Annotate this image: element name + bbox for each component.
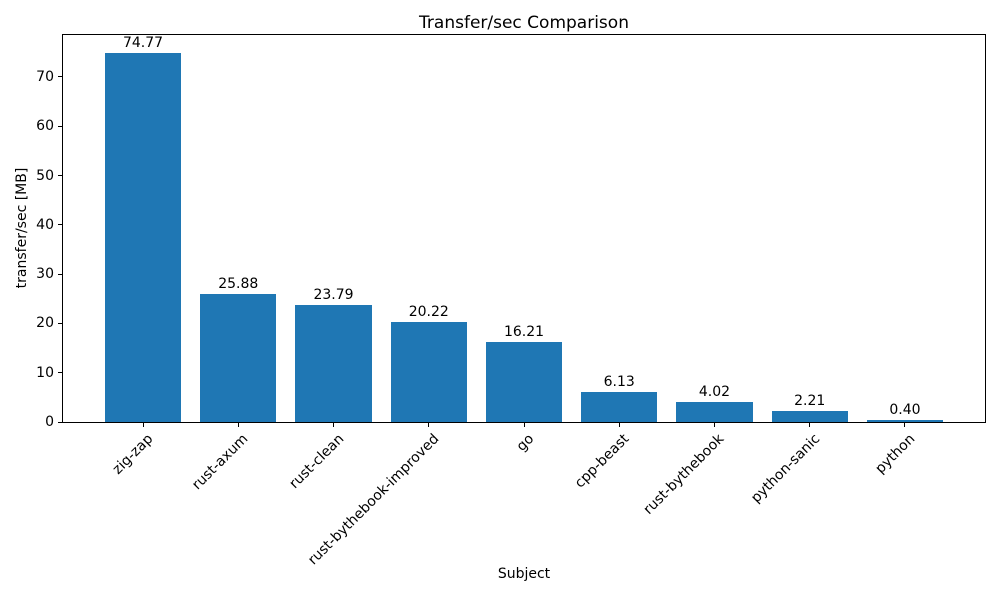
bar: [200, 294, 277, 422]
y-tick-mark: [58, 273, 62, 275]
bar-value-label: 20.22: [408, 304, 449, 321]
plot-area: [62, 34, 986, 423]
bar: [104, 53, 182, 422]
bar-value-label: 0.40: [889, 402, 921, 419]
y-tick-mark: [58, 322, 62, 324]
bar: [390, 322, 467, 422]
x-tick-mark: [618, 423, 620, 427]
bar-value-label: 23.79: [313, 286, 354, 303]
y-tick-mark: [58, 175, 62, 176]
y-tick-label: 20: [36, 315, 54, 332]
bar: [485, 342, 563, 422]
y-tick-label: 70: [36, 68, 54, 85]
x-tick-mark: [237, 423, 239, 427]
bar: [295, 304, 372, 422]
chart-title: Transfer/sec Comparison: [419, 13, 629, 33]
x-axis-label: Subject: [497, 566, 551, 582]
y-tick-label: 0: [45, 414, 54, 430]
x-tick-mark: [142, 423, 144, 427]
y-tick-label: 60: [36, 118, 54, 135]
bar: [866, 420, 944, 422]
x-tick-mark: [333, 423, 334, 427]
bar-value-label: 74.77: [122, 35, 164, 52]
bar-value-label: 2.21: [794, 393, 826, 410]
x-tick-mark: [809, 423, 811, 427]
bar-value-label: 16.21: [503, 324, 545, 341]
y-tick-label: 30: [36, 266, 54, 283]
y-tick-mark: [58, 421, 62, 423]
bar: [581, 391, 658, 422]
y-tick-label: 10: [36, 364, 54, 381]
y-tick-mark: [58, 372, 62, 374]
x-tick-mark: [904, 423, 906, 427]
y-axis-label: transfer/sec [MB]: [14, 167, 30, 289]
y-tick-mark: [58, 224, 62, 226]
y-tick-mark: [58, 76, 62, 78]
y-tick-mark: [58, 125, 62, 127]
x-tick-mark: [428, 423, 430, 427]
bar: [771, 411, 848, 422]
bar-value-label: 6.13: [603, 373, 635, 390]
x-tick-mark: [523, 423, 525, 427]
y-tick-label: 50: [36, 167, 54, 184]
y-tick-label: 40: [36, 216, 54, 233]
bar-value-label: 4.02: [698, 384, 731, 401]
x-tick-mark: [713, 423, 715, 427]
bar-value-label: 25.88: [218, 276, 259, 293]
bar: [676, 402, 753, 422]
